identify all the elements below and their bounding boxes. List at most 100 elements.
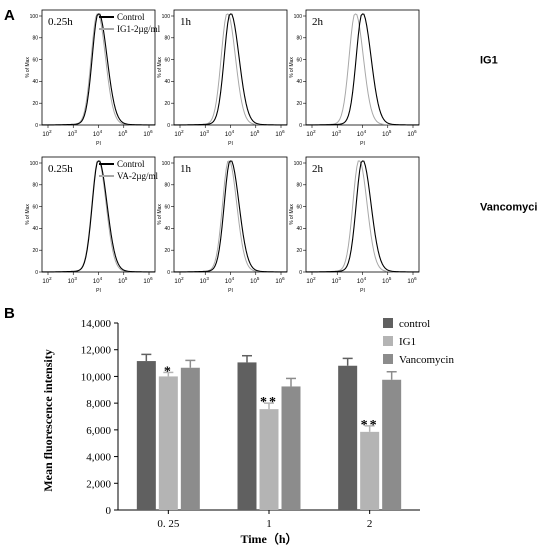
x-axis-label: PI (360, 288, 365, 294)
legend-treated-label: VA-2µg/ml (117, 171, 159, 181)
y-tick-label: 20 (164, 248, 170, 254)
bar-control-2 (237, 362, 257, 510)
x-tick-label: 103 (200, 129, 210, 138)
x-tick-label: 106 (143, 276, 153, 285)
y-tick-label: 20 (296, 101, 302, 107)
x-tick-label: 106 (143, 129, 153, 138)
control-curve (305, 13, 420, 126)
bar-control-1 (136, 361, 156, 510)
y-tick-label: 0 (299, 270, 302, 276)
y-tick-label: 60 (32, 57, 38, 63)
x-tick-label: 105 (382, 129, 392, 138)
x-tick-label: 103 (68, 276, 78, 285)
y-axis-label: % of Max (289, 57, 295, 78)
y-tick-label: 80 (296, 36, 302, 42)
legend-label-ig1: IG1 (399, 336, 416, 348)
x-tick-label: 0. 25 (157, 518, 180, 530)
x-tick-label: 106 (407, 276, 417, 285)
y-tick-label: 80 (296, 183, 302, 189)
y-tick-label: 20 (32, 101, 38, 107)
y-tick-label: 100 (30, 14, 39, 20)
y-tick-label: 2,000 (86, 478, 111, 490)
control-curve (41, 13, 156, 126)
time-label: 2h (312, 163, 324, 175)
time-label: 1h (180, 163, 192, 175)
x-tick-label: 106 (407, 129, 417, 138)
x-tick-label: 102 (174, 276, 184, 285)
y-tick-label: 40 (32, 226, 38, 232)
control-curve (41, 160, 156, 273)
x-tick-label: 104 (225, 276, 235, 285)
y-axis-label: % of Max (289, 204, 295, 225)
legend-treated-label: IG1-2µg/ml (117, 24, 161, 34)
histogram-panel-1-1: 0 20 40 60 80 100 % of Max 102 103 104 105 106 PI 0.2… (25, 9, 161, 147)
y-tick-label: 80 (32, 36, 38, 42)
control-curve (305, 160, 420, 273)
x-tick-label: 104 (93, 276, 103, 285)
y-tick-label: 100 (162, 161, 171, 167)
bar-chart-mean-fluorescence: 0 2,000 4,000 6,000 8,000 10,000 12,000 14,000 M… (41, 318, 454, 546)
x-tick-label: 102 (306, 276, 316, 285)
y-tick-label: 60 (296, 204, 302, 210)
histogram-panel-1-2: 0 20 40 60 80 100 % of Max 102 103 104 105 106 PI 1h (157, 9, 288, 147)
y-tick-label: 100 (30, 161, 39, 167)
x-axis-label: PI (360, 141, 365, 147)
x-tick-label: 105 (118, 276, 128, 285)
x-axis-label: PI (96, 288, 101, 294)
histogram-frame (173, 156, 288, 273)
panel-b-label: B (4, 305, 15, 322)
y-tick-label: 14,000 (81, 318, 112, 330)
x-tick-label: 103 (332, 129, 342, 138)
legend-control-label: Control (117, 159, 145, 169)
row-label-ig1: IG1 (480, 55, 498, 67)
x-tick-label: 106 (275, 276, 285, 285)
bar-vancomycin-2 (281, 386, 301, 510)
bar-ig1-2 (259, 409, 279, 510)
x-tick-label: 103 (200, 276, 210, 285)
x-tick-label: 104 (225, 129, 235, 138)
x-tick-label: 105 (118, 129, 128, 138)
y-tick-label: 6,000 (86, 425, 111, 437)
y-tick-label: 20 (164, 101, 170, 107)
x-tick-label: 105 (250, 276, 260, 285)
time-label: 0.25h (48, 16, 73, 28)
y-axis-label: % of Max (25, 204, 31, 225)
x-axis-title: Time（h） (240, 531, 297, 546)
y-tick-label: 0 (167, 270, 170, 276)
significance-marker: * (164, 364, 173, 379)
x-axis-label: PI (228, 288, 233, 294)
y-tick-label: 80 (32, 183, 38, 189)
legend-label-control: control (399, 318, 430, 330)
y-axis-label: % of Max (157, 204, 163, 225)
histogram-frame (41, 156, 156, 273)
y-tick-label: 8,000 (86, 398, 111, 410)
x-tick-label: 104 (357, 129, 367, 138)
y-tick-label: 80 (164, 36, 170, 42)
y-tick-label: 100 (294, 14, 303, 20)
y-tick-label: 0 (35, 123, 38, 129)
y-tick-label: 40 (32, 79, 38, 85)
y-tick-label: 60 (32, 204, 38, 210)
y-axis-label: % of Max (25, 57, 31, 78)
time-label: 0.25h (48, 163, 73, 175)
y-axis-label: % of Max (157, 57, 163, 78)
y-tick-label: 60 (296, 57, 302, 63)
y-tick-label: 100 (162, 14, 171, 20)
legend-label-vancomycin: Vancomycin (399, 354, 454, 366)
y-tick-label: 20 (32, 248, 38, 254)
histogram-frame (41, 9, 156, 126)
y-tick-label: 60 (164, 204, 170, 210)
histogram-panel-1-3: 0 20 40 60 80 100 % of Max 102 103 104 105 106 PI 2h (289, 9, 420, 147)
y-tick-label: 40 (296, 226, 302, 232)
histogram-panel-2-1: 0 20 40 60 80 100 % of Max 102 103 104 105 106 PI 0.2… (25, 156, 159, 294)
x-tick-label: 2 (367, 518, 373, 530)
x-tick-label: 1 (266, 518, 272, 530)
y-tick-label: 0 (299, 123, 302, 129)
x-tick-label: 103 (332, 276, 342, 285)
y-tick-label: 40 (164, 79, 170, 85)
significance-marker: ** (361, 418, 379, 433)
y-tick-label: 0 (35, 270, 38, 276)
bar-vancomycin-1 (180, 367, 200, 510)
bar-ig1-1 (158, 376, 178, 510)
